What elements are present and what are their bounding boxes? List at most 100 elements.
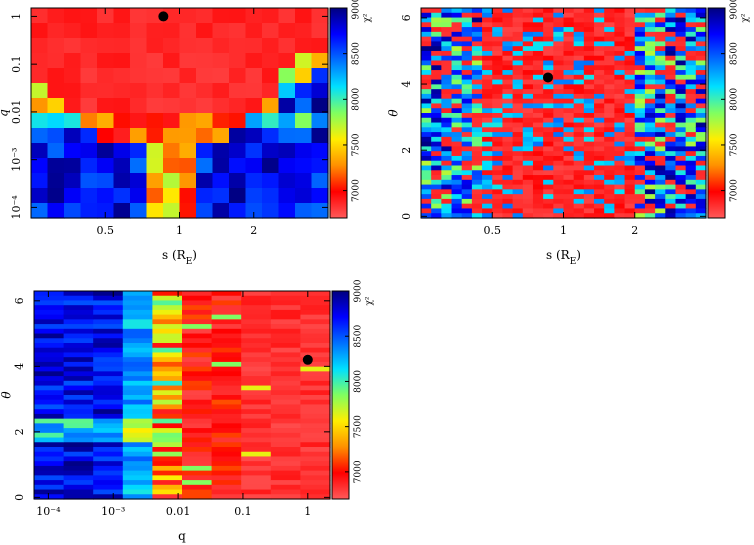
heatmap-cell: [644, 179, 656, 186]
heatmap-cell: [675, 89, 687, 95]
heatmap-cell: [163, 68, 181, 84]
heatmap-cell: [211, 484, 242, 491]
heatmap-cell: [441, 113, 453, 119]
heatmap-cell: [270, 352, 301, 358]
heatmap-cell: [553, 8, 565, 14]
heatmap-cell: [182, 489, 213, 495]
heatmap-cell: [634, 17, 646, 23]
heatmap-cell: [543, 127, 554, 133]
heatmap-cell: [594, 198, 605, 205]
heatmap-cell: [63, 300, 94, 306]
heatmap-cell: [93, 484, 124, 491]
heatmap-cell: [532, 12, 544, 19]
heatmap-cell: [563, 165, 575, 171]
heatmap-cell: [122, 347, 153, 354]
heatmap-cell: [441, 98, 453, 105]
heatmap-cell: [492, 146, 504, 152]
heatmap-cell: [262, 143, 280, 159]
colorbar-tick-label: 7500: [730, 133, 740, 156]
heatmap-cell: [644, 74, 656, 81]
heatmap-cell: [532, 179, 544, 186]
heatmap-cell: [614, 55, 626, 62]
heatmap-cell: [241, 461, 272, 467]
heatmap-cell: [675, 132, 687, 138]
heatmap-cell: [502, 127, 514, 133]
heatmap-cell: [63, 442, 94, 448]
heatmap-cell: [441, 141, 453, 148]
heatmap-cell: [311, 113, 329, 129]
heatmap-cell: [594, 60, 605, 66]
heatmap-cell: [34, 357, 65, 363]
heatmap-cell: [532, 175, 544, 181]
heatmap-cell: [461, 60, 473, 66]
heatmap-cell: [122, 475, 153, 481]
heatmap-cell: [431, 50, 442, 57]
heatmap-cell: [502, 89, 514, 95]
heatmap-cell: [471, 184, 483, 190]
heatmap-cell: [146, 143, 164, 159]
heatmap-cell: [573, 132, 585, 138]
heatmap-cell: [665, 50, 677, 57]
heatmap-cell: [441, 8, 453, 14]
y-tick-label: 10⁻⁴: [10, 195, 23, 220]
heatmap-cell: [97, 128, 115, 144]
heatmap-cell: [492, 208, 504, 214]
heatmap-cell: [644, 127, 656, 133]
heatmap-cell: [63, 338, 94, 344]
heatmap-cell: [47, 68, 65, 84]
heatmap-cell: [113, 23, 131, 39]
heatmap-cell: [182, 380, 213, 387]
heatmap-cell: [451, 132, 463, 138]
heatmap-cell: [431, 27, 442, 33]
heatmap-cell: [122, 423, 153, 429]
heatmap-cell: [421, 198, 432, 205]
heatmap-cell: [34, 451, 65, 458]
heatmap-cell: [63, 309, 94, 316]
heatmap-cell: [471, 74, 483, 81]
heatmap-cell: [278, 23, 296, 39]
heatmap-cell: [122, 418, 153, 424]
heatmap-cell: [594, 27, 605, 33]
heatmap-cell: [34, 309, 65, 316]
heatmap-cell: [311, 188, 329, 204]
heatmap-cell: [512, 70, 524, 76]
heatmap-cell: [512, 141, 524, 148]
heatmap-cell: [543, 108, 554, 114]
heatmap-cell: [451, 70, 463, 76]
heatmap-cell: [122, 484, 153, 491]
heatmap-cell: [63, 456, 94, 462]
heatmap-cell: [211, 480, 242, 486]
heatmap-cell: [182, 413, 213, 420]
heatmap-cell: [130, 38, 148, 54]
heatmap-cell: [471, 160, 483, 167]
heatmap-cell: [655, 98, 666, 105]
heatmap-cell: [543, 84, 554, 90]
heatmap-cell: [604, 179, 615, 186]
heatmap-cell: [543, 27, 554, 33]
heatmap-cell: [522, 203, 534, 210]
heatmap-cell: [122, 366, 153, 372]
heatmap-cell: [34, 338, 65, 344]
heatmap-cell: [34, 489, 65, 495]
heatmap-cell: [431, 198, 442, 205]
heatmap-cell: [421, 141, 432, 148]
heatmap-cell: [211, 399, 242, 406]
heatmap-cell: [451, 27, 463, 33]
heatmap-cell: [113, 173, 131, 189]
heatmap-cell: [300, 442, 331, 448]
heatmap-cell: [278, 188, 296, 204]
heatmap-cell: [624, 203, 636, 210]
heatmap-cell: [624, 194, 636, 200]
heatmap-cell: [212, 158, 230, 174]
heatmap-cell: [563, 93, 575, 100]
heatmap-cell: [492, 170, 504, 176]
heatmap-cell: [522, 60, 534, 66]
x-tick-label: 1: [304, 505, 311, 518]
heatmap-cell: [594, 12, 605, 19]
heatmap-cell: [278, 128, 296, 144]
heatmap-cell: [624, 113, 636, 119]
heatmap-cell: [563, 198, 575, 205]
heatmap-cell: [278, 8, 296, 24]
heatmap-cell: [196, 113, 214, 129]
heatmap-cell: [502, 22, 514, 28]
